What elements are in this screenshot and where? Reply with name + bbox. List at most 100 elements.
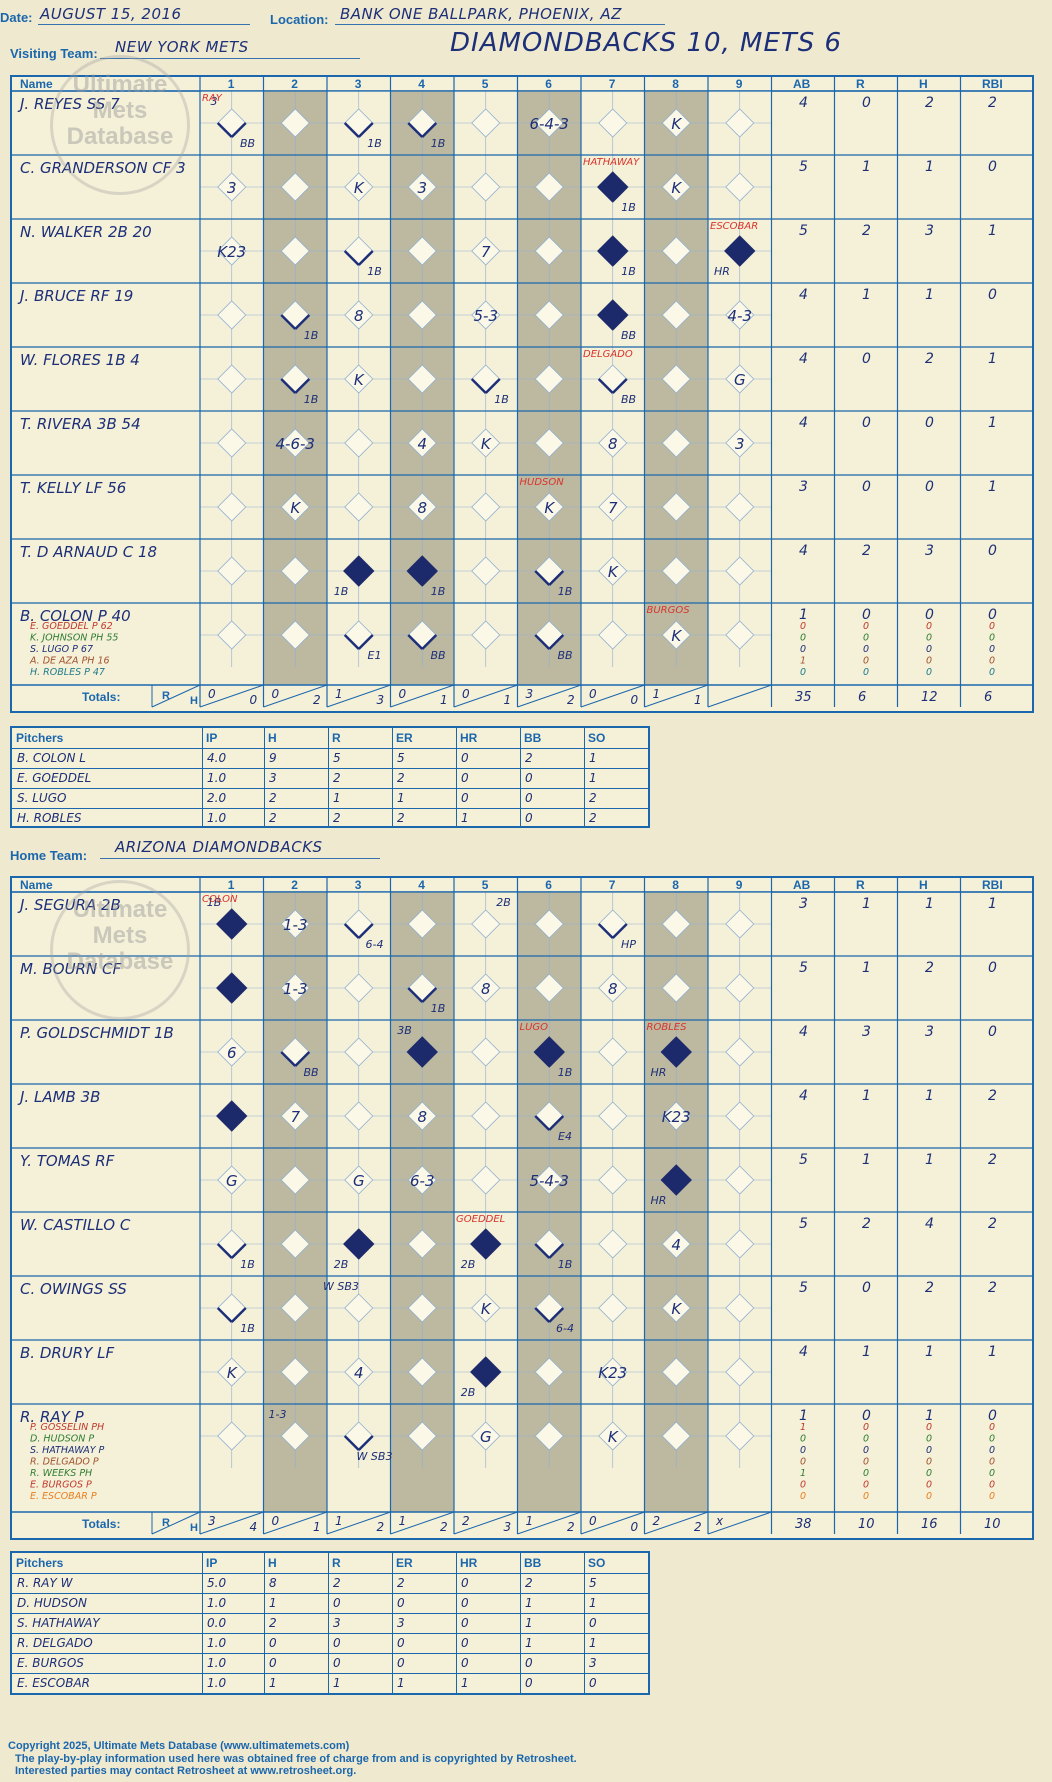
batter-stat: 4 bbox=[799, 95, 808, 111]
batter-stat: 2 bbox=[925, 960, 934, 976]
sub-stat: 0 bbox=[800, 1457, 806, 1468]
base-diamond bbox=[661, 364, 691, 394]
base-diamond bbox=[471, 1293, 501, 1323]
pitcher-stat: 0 bbox=[333, 1596, 341, 1610]
totals-label: Totals: bbox=[82, 690, 120, 704]
batter-name: J. BRUCE RF 19 bbox=[17, 287, 133, 305]
batter-name: T. KELLY LF 56 bbox=[20, 479, 126, 497]
pitcher-stat: 1 bbox=[333, 1676, 341, 1690]
batter-stat: 0 bbox=[988, 543, 997, 559]
batter-stat: 5 bbox=[799, 1216, 808, 1232]
play-notation: BB bbox=[240, 137, 255, 150]
sub-stat: 0 bbox=[926, 644, 932, 655]
pitcher-col-rule bbox=[392, 1553, 393, 1693]
base-diamond bbox=[598, 1421, 628, 1451]
pitcher-stat: 2 bbox=[397, 1576, 405, 1590]
play-notation: 1B bbox=[558, 1258, 573, 1271]
header-inning: 6 bbox=[545, 77, 552, 91]
run-scored-diamond bbox=[597, 171, 629, 203]
header-name: Name bbox=[20, 878, 53, 892]
sub-stat: 0 bbox=[926, 1434, 932, 1445]
batter-stat: 1 bbox=[862, 1088, 871, 1104]
play-notation: 1B bbox=[240, 1322, 255, 1335]
sub-stat: 0 bbox=[989, 1468, 995, 1479]
pitching-change-note: ROBLES bbox=[647, 1022, 688, 1033]
hit-line bbox=[534, 1243, 551, 1259]
totals-r-label: R bbox=[162, 690, 170, 702]
inning-hits: 0 bbox=[250, 693, 258, 707]
batter-stat: 5 bbox=[799, 1280, 808, 1296]
sub-stat: 0 bbox=[863, 644, 869, 655]
batter-stat: 2 bbox=[988, 95, 997, 111]
header-inning: 1 bbox=[228, 878, 235, 892]
pitcher-header: H bbox=[268, 731, 277, 745]
sub-stat: 0 bbox=[989, 1445, 995, 1456]
batter-stat: 0 bbox=[862, 415, 871, 431]
batter-stat: 1 bbox=[799, 1408, 808, 1424]
sub-stat: 0 bbox=[800, 1434, 806, 1445]
pitcher-stat: 1.0 bbox=[207, 1656, 227, 1670]
base-diamond bbox=[344, 1357, 374, 1387]
batter-stat: 0 bbox=[988, 1408, 997, 1424]
play-notation: 6-3 bbox=[410, 1172, 435, 1190]
inning-hits: 2 bbox=[377, 1520, 385, 1534]
play-notation: 4-3 bbox=[728, 307, 753, 325]
play-notation: 1B bbox=[431, 1002, 446, 1015]
pitcher-stat: 1 bbox=[525, 1596, 533, 1610]
batter-stat: 5 bbox=[799, 1152, 808, 1168]
header-stat: AB bbox=[793, 878, 811, 892]
play-notation: 7 bbox=[481, 243, 491, 261]
pitcher-col-rule bbox=[328, 728, 329, 826]
play-notation: BB bbox=[621, 393, 636, 406]
sub-name: R. WEEKS PH bbox=[30, 1468, 92, 1479]
play-notation: 3 bbox=[417, 179, 427, 197]
batter-stat: 1 bbox=[988, 479, 997, 495]
totals-h-label: H bbox=[190, 695, 198, 707]
totals-slash bbox=[151, 1511, 201, 1535]
batter-stat: 5 bbox=[799, 223, 808, 239]
pitcher-col-rule bbox=[264, 728, 265, 826]
base-diamond bbox=[725, 428, 755, 458]
pitcher-header: H bbox=[268, 1556, 277, 1570]
sub-stat: 0 bbox=[800, 633, 806, 644]
sub-stat: 0 bbox=[863, 621, 869, 632]
pitching-change-note: DELGADO bbox=[583, 349, 633, 360]
base-diamond bbox=[407, 909, 437, 939]
play-notation: G bbox=[353, 1172, 365, 1190]
batter-stat: 0 bbox=[925, 607, 934, 623]
sub-stat: 0 bbox=[863, 1457, 869, 1468]
inning-runs: 0 bbox=[462, 687, 470, 701]
base-diamond bbox=[280, 909, 310, 939]
play-notation: K23 bbox=[662, 1108, 691, 1126]
pitcher-header: Pitchers bbox=[16, 1556, 64, 1570]
pitcher-row-rule bbox=[12, 748, 648, 749]
pitcher-stat: 0 bbox=[461, 791, 469, 805]
game-headline: DIAMONDBACKS 10, METS 6 bbox=[450, 28, 843, 58]
play-notation: K bbox=[671, 179, 682, 197]
base-diamond bbox=[471, 172, 501, 202]
play-notation: K bbox=[354, 371, 365, 389]
base-diamond bbox=[661, 1101, 691, 1131]
batter-stat: 0 bbox=[988, 287, 997, 303]
play-notation: BB bbox=[303, 1066, 318, 1079]
play-notation: 3B bbox=[397, 1024, 412, 1037]
game-total: 10 bbox=[984, 1517, 1001, 1532]
batter-stat: 1 bbox=[988, 1344, 997, 1360]
play-notation: 2B bbox=[334, 1258, 349, 1271]
play-notation: BB bbox=[430, 649, 445, 662]
batter-stat: 0 bbox=[988, 960, 997, 976]
pitcher-stat: 1 bbox=[269, 1596, 277, 1610]
hit-line bbox=[407, 987, 424, 1003]
pitcher-stat: 1.0 bbox=[207, 1636, 227, 1650]
pitcher-header: ER bbox=[396, 731, 413, 745]
base-diamond bbox=[534, 108, 564, 138]
base-diamond bbox=[280, 1229, 310, 1259]
pitcher-header: BB bbox=[524, 1556, 542, 1570]
play-notation: G bbox=[480, 1428, 492, 1446]
pitcher-header: Pitchers bbox=[16, 731, 64, 745]
sub-stat: 0 bbox=[989, 644, 995, 655]
play-notation: K bbox=[608, 563, 619, 581]
totals-slash bbox=[644, 1511, 709, 1535]
play-notation: K bbox=[227, 1364, 238, 1382]
